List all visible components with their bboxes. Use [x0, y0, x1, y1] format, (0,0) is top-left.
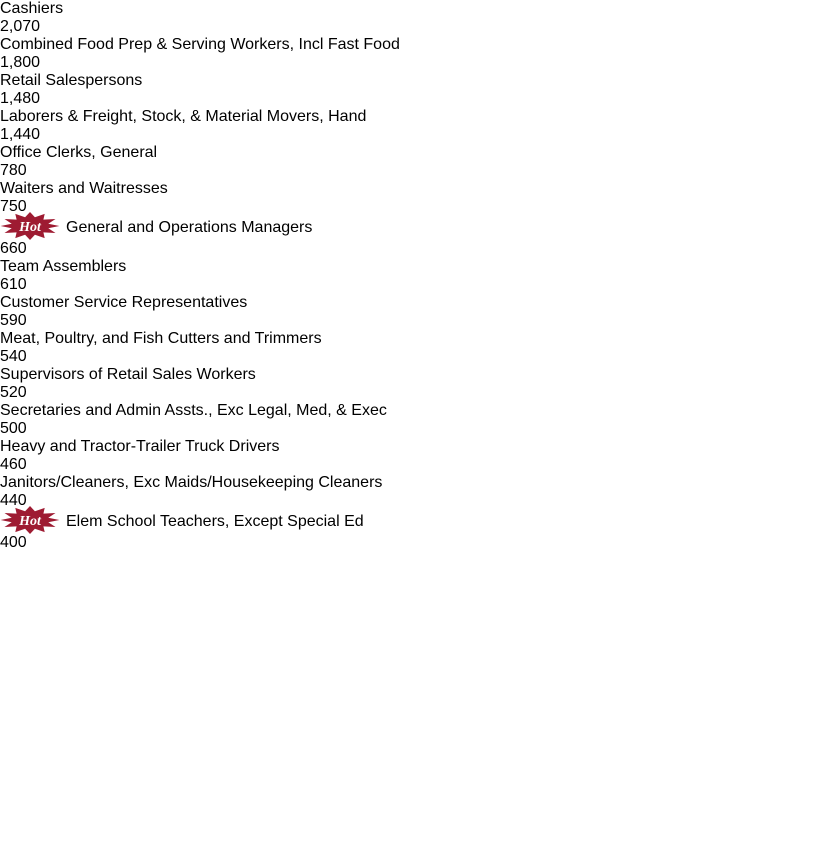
category-label-box: Waiters and Waitresses [0, 180, 820, 198]
category-label: Cashiers [0, 0, 63, 17]
badge-burst [0, 212, 60, 240]
category-label: Customer Service Representatives [0, 294, 247, 311]
bar-row: Meat, Poultry, and Fish Cutters and Trim… [0, 330, 820, 366]
category-label-box: Hot General and Operations Managers [0, 212, 820, 240]
category-label-box: Heavy and Tractor-Trailer Truck Drivers [0, 438, 820, 456]
value-label: 750 [0, 198, 27, 215]
bar-row: Hot Elem School Teachers, Except Special … [0, 506, 820, 552]
hot-badge: Hot [0, 506, 60, 534]
value-label: 590 [0, 312, 27, 329]
bar-row: Supervisors of Retail Sales Workers 520 [0, 366, 820, 402]
category-label: Retail Salespersons [0, 72, 142, 89]
category-label-box: Retail Salespersons [0, 72, 820, 90]
category-text: Customer Service Representatives [0, 294, 248, 311]
bar-row: Hot General and Operations Managers 660 [0, 212, 820, 258]
value-label: 540 [0, 348, 27, 365]
category-text: Secretaries and Admin Assts., Exc Legal,… [0, 402, 387, 419]
bar-row: Waiters and Waitresses 750 [0, 180, 820, 216]
bar-row: Janitors/Cleaners, Exc Maids/Housekeepin… [0, 474, 820, 510]
bar-row: Laborers & Freight, Stock, & Material Mo… [0, 108, 820, 144]
category-label-box: Meat, Poultry, and Fish Cutters and Trim… [0, 330, 820, 348]
category-label: Meat, Poultry, and Fish Cutters and Trim… [0, 330, 322, 347]
value-label: 1,480 [0, 90, 41, 107]
bar-row: Retail Salespersons 1,480 [0, 72, 820, 108]
bar-row: Combined Food Prep & Serving Workers, In… [0, 36, 820, 72]
category-label: Laborers & Freight, Stock, & Material Mo… [0, 108, 366, 125]
category-label: Combined Food Prep & Serving Workers, In… [0, 36, 400, 53]
category-text: Heavy and Tractor-Trailer Truck Drivers [0, 438, 280, 455]
value-label: 520 [0, 384, 27, 401]
category-label-box: Laborers & Freight, Stock, & Material Mo… [0, 108, 820, 126]
value-label: 460 [0, 456, 27, 473]
category-text: Janitors/Cleaners, Exc Maids/Housekeepin… [0, 474, 383, 491]
category-label-box: Combined Food Prep & Serving Workers, In… [0, 36, 820, 54]
category-label: Office Clerks, General [0, 144, 157, 161]
bar-row: Office Clerks, General 780 [0, 144, 820, 180]
category-label-box: Cashiers [0, 0, 820, 18]
category-label: Secretaries and Admin Assts., Exc Legal,… [0, 402, 387, 419]
category-text: Team Assemblers [0, 258, 127, 275]
category-text: Cashiers [0, 0, 64, 17]
value-label: 500 [0, 420, 27, 437]
category-text: Meat, Poultry, and Fish Cutters and Trim… [0, 330, 322, 347]
category-label: Team Assemblers [0, 258, 126, 275]
value-label: 440 [0, 492, 27, 509]
value-label: 400 [0, 534, 27, 551]
bar-row: Customer Service Representatives 590 [0, 294, 820, 330]
category-text: General and Operations Managers [66, 219, 313, 237]
category-text: Retail Salespersons [0, 72, 143, 89]
category-label-box: Customer Service Representatives [0, 294, 820, 312]
value-label: 1,440 [0, 126, 41, 143]
bar-row: Heavy and Tractor-Trailer Truck Drivers 4… [0, 438, 820, 474]
value-label: 780 [0, 162, 27, 179]
value-label: 1,800 [0, 54, 41, 71]
category-label: Hot General and Operations Managers [0, 212, 313, 240]
category-text: Elem School Teachers, Except Special Ed [66, 513, 364, 531]
category-label-box: Team Assemblers [0, 258, 820, 276]
hot-badge: Hot [0, 212, 60, 240]
category-text: Office Clerks, General [0, 144, 158, 161]
category-label-box: Office Clerks, General [0, 144, 820, 162]
bar-row: Team Assemblers 610 [0, 258, 820, 294]
category-label-box: Supervisors of Retail Sales Workers [0, 366, 820, 384]
badge-burst [0, 506, 60, 534]
category-text: Laborers & Freight, Stock, & Material Mo… [0, 108, 367, 125]
category-label-box: Janitors/Cleaners, Exc Maids/Housekeepin… [0, 474, 820, 492]
bar-row: Cashiers 2,070 [0, 0, 820, 36]
category-label: Hot Elem School Teachers, Except Special … [0, 506, 364, 534]
badge-text: Hot [18, 220, 42, 235]
category-label: Supervisors of Retail Sales Workers [0, 366, 256, 383]
category-text: Combined Food Prep & Serving Workers, In… [0, 36, 400, 53]
value-label: 2,070 [0, 18, 41, 35]
category-label: Heavy and Tractor-Trailer Truck Drivers [0, 438, 279, 455]
category-label: Janitors/Cleaners, Exc Maids/Housekeepin… [0, 474, 382, 491]
value-label: 610 [0, 276, 27, 293]
bar-row: Secretaries and Admin Assts., Exc Legal,… [0, 402, 820, 438]
category-label-box: Secretaries and Admin Assts., Exc Legal,… [0, 402, 820, 420]
category-text: Waiters and Waitresses [0, 180, 168, 197]
category-label-box: Hot Elem School Teachers, Except Special … [0, 506, 820, 534]
badge-text: Hot [18, 514, 42, 529]
category-text: Supervisors of Retail Sales Workers [0, 366, 256, 383]
value-label: 660 [0, 240, 27, 257]
category-label: Waiters and Waitresses [0, 180, 168, 197]
